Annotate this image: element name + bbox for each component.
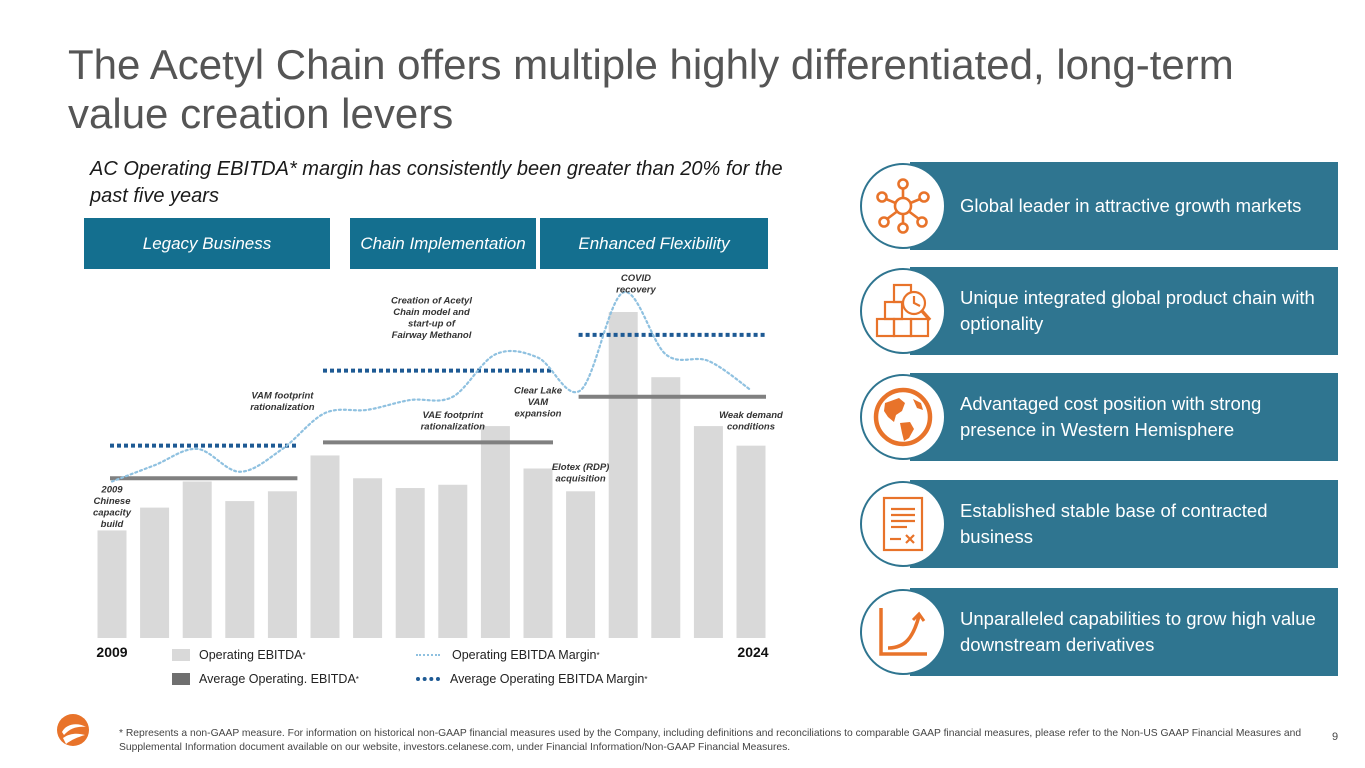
company-logo-icon <box>56 713 90 747</box>
legend-average-operating-ebitda-margin: Average Operating EBITDA Margin * <box>416 672 647 686</box>
ebitda-bar-2021 <box>608 312 638 638</box>
legend-dashed-swatch <box>416 677 440 681</box>
annotation-3: Creation of Acetyl Chain model and start-u… <box>391 296 472 342</box>
phase-enhanced-flexibility: Enhanced Flexibility <box>540 218 768 269</box>
annotation-2: VAM footprint rationalization <box>250 390 315 413</box>
ebitda-bar-2013 <box>267 491 297 638</box>
annotation-1: 2009 Chinese capacity build <box>93 485 132 531</box>
phase-legacy-business: Legacy Business <box>84 218 330 269</box>
contract-document-icon <box>860 481 946 567</box>
page-title: The Acetyl Chain offers multiple highly … <box>68 41 1234 137</box>
ebitda-bar-2016 <box>395 488 425 638</box>
lever-label: Unique integrated global product chain w… <box>960 287 1315 334</box>
annotation-8: Weak demand conditions <box>719 410 783 433</box>
margin-line <box>110 291 753 483</box>
legend-operating-ebitda-margin: Operating EBITDA Margin * <box>416 648 600 662</box>
annotation-4: VAE footprint rationalization <box>421 410 486 433</box>
footnote: * Represents a non-GAAP measure. For inf… <box>119 728 1302 753</box>
legend-average-operating-ebitda: Average Operating. EBITDA * <box>172 672 359 686</box>
legend-label: Average Operating EBITDA Margin <box>450 672 645 686</box>
legend-label: Average Operating. EBITDA <box>199 672 356 686</box>
lever-label: Advantaged cost position with strong pre… <box>960 393 1262 440</box>
ebitda-bar-2012 <box>225 501 255 638</box>
ebitda-bar-2017 <box>438 484 468 638</box>
lever-cost-position: Advantaged cost position with strong pre… <box>910 373 1338 461</box>
lever-integrated-chain: Unique integrated global product chain w… <box>910 267 1338 355</box>
lever-downstream-derivatives: Unparalleled capabilities to grow high v… <box>910 588 1338 676</box>
annotation-5: Clear Lake VAM expansion <box>514 385 563 419</box>
ebitda-bar-2022 <box>651 377 681 638</box>
ebitda-bar-2024 <box>736 445 766 638</box>
phase-chain-implementation: Chain Implementation <box>350 218 536 269</box>
lever-label: Established stable base of contracted bu… <box>960 500 1268 547</box>
annotation-6: Elotex (RDP) acquisition <box>552 462 610 485</box>
ebitda-bar-2015 <box>353 478 383 638</box>
growth-curve-icon <box>860 589 946 675</box>
ebitda-bar-2020 <box>566 491 596 638</box>
legend-dotted-swatch <box>416 654 440 656</box>
x-tick-label-start: 2009 <box>96 644 127 660</box>
ebitda-bar-2011 <box>182 481 212 638</box>
legend-avg-bar-swatch <box>172 673 190 685</box>
ebitda-bar-2018 <box>480 426 510 638</box>
ebitda-bar-2010 <box>140 507 170 638</box>
ebitda-bar-2019 <box>523 468 553 638</box>
globe-americas-icon <box>860 374 946 460</box>
network-hub-icon <box>860 163 946 249</box>
ebitda-bar-2014 <box>310 455 340 638</box>
lever-global-leader: Global leader in attractive growth marke… <box>910 162 1338 250</box>
lever-label: Unparalleled capabilities to grow high v… <box>960 608 1316 655</box>
page-number: 9 <box>1332 731 1339 743</box>
annotation-7: COVID recovery <box>616 273 656 296</box>
ebitda-bar-2023 <box>693 426 723 638</box>
ebitda-bar-2009 <box>97 530 127 638</box>
legend-operating-ebitda: Operating EBITDA * <box>172 648 306 662</box>
legend-bar-swatch <box>172 649 190 661</box>
boxes-magnifier-icon <box>860 268 946 354</box>
legend-label: Operating EBITDA Margin <box>452 648 597 662</box>
legend-label: Operating EBITDA <box>199 648 303 662</box>
lever-label: Global leader in attractive growth marke… <box>960 195 1302 216</box>
x-tick-label-end: 2024 <box>737 644 768 660</box>
lever-contracted-business: Established stable base of contracted bu… <box>910 480 1338 568</box>
chart-subtitle: AC Operating EBITDA* margin has consiste… <box>90 158 783 207</box>
